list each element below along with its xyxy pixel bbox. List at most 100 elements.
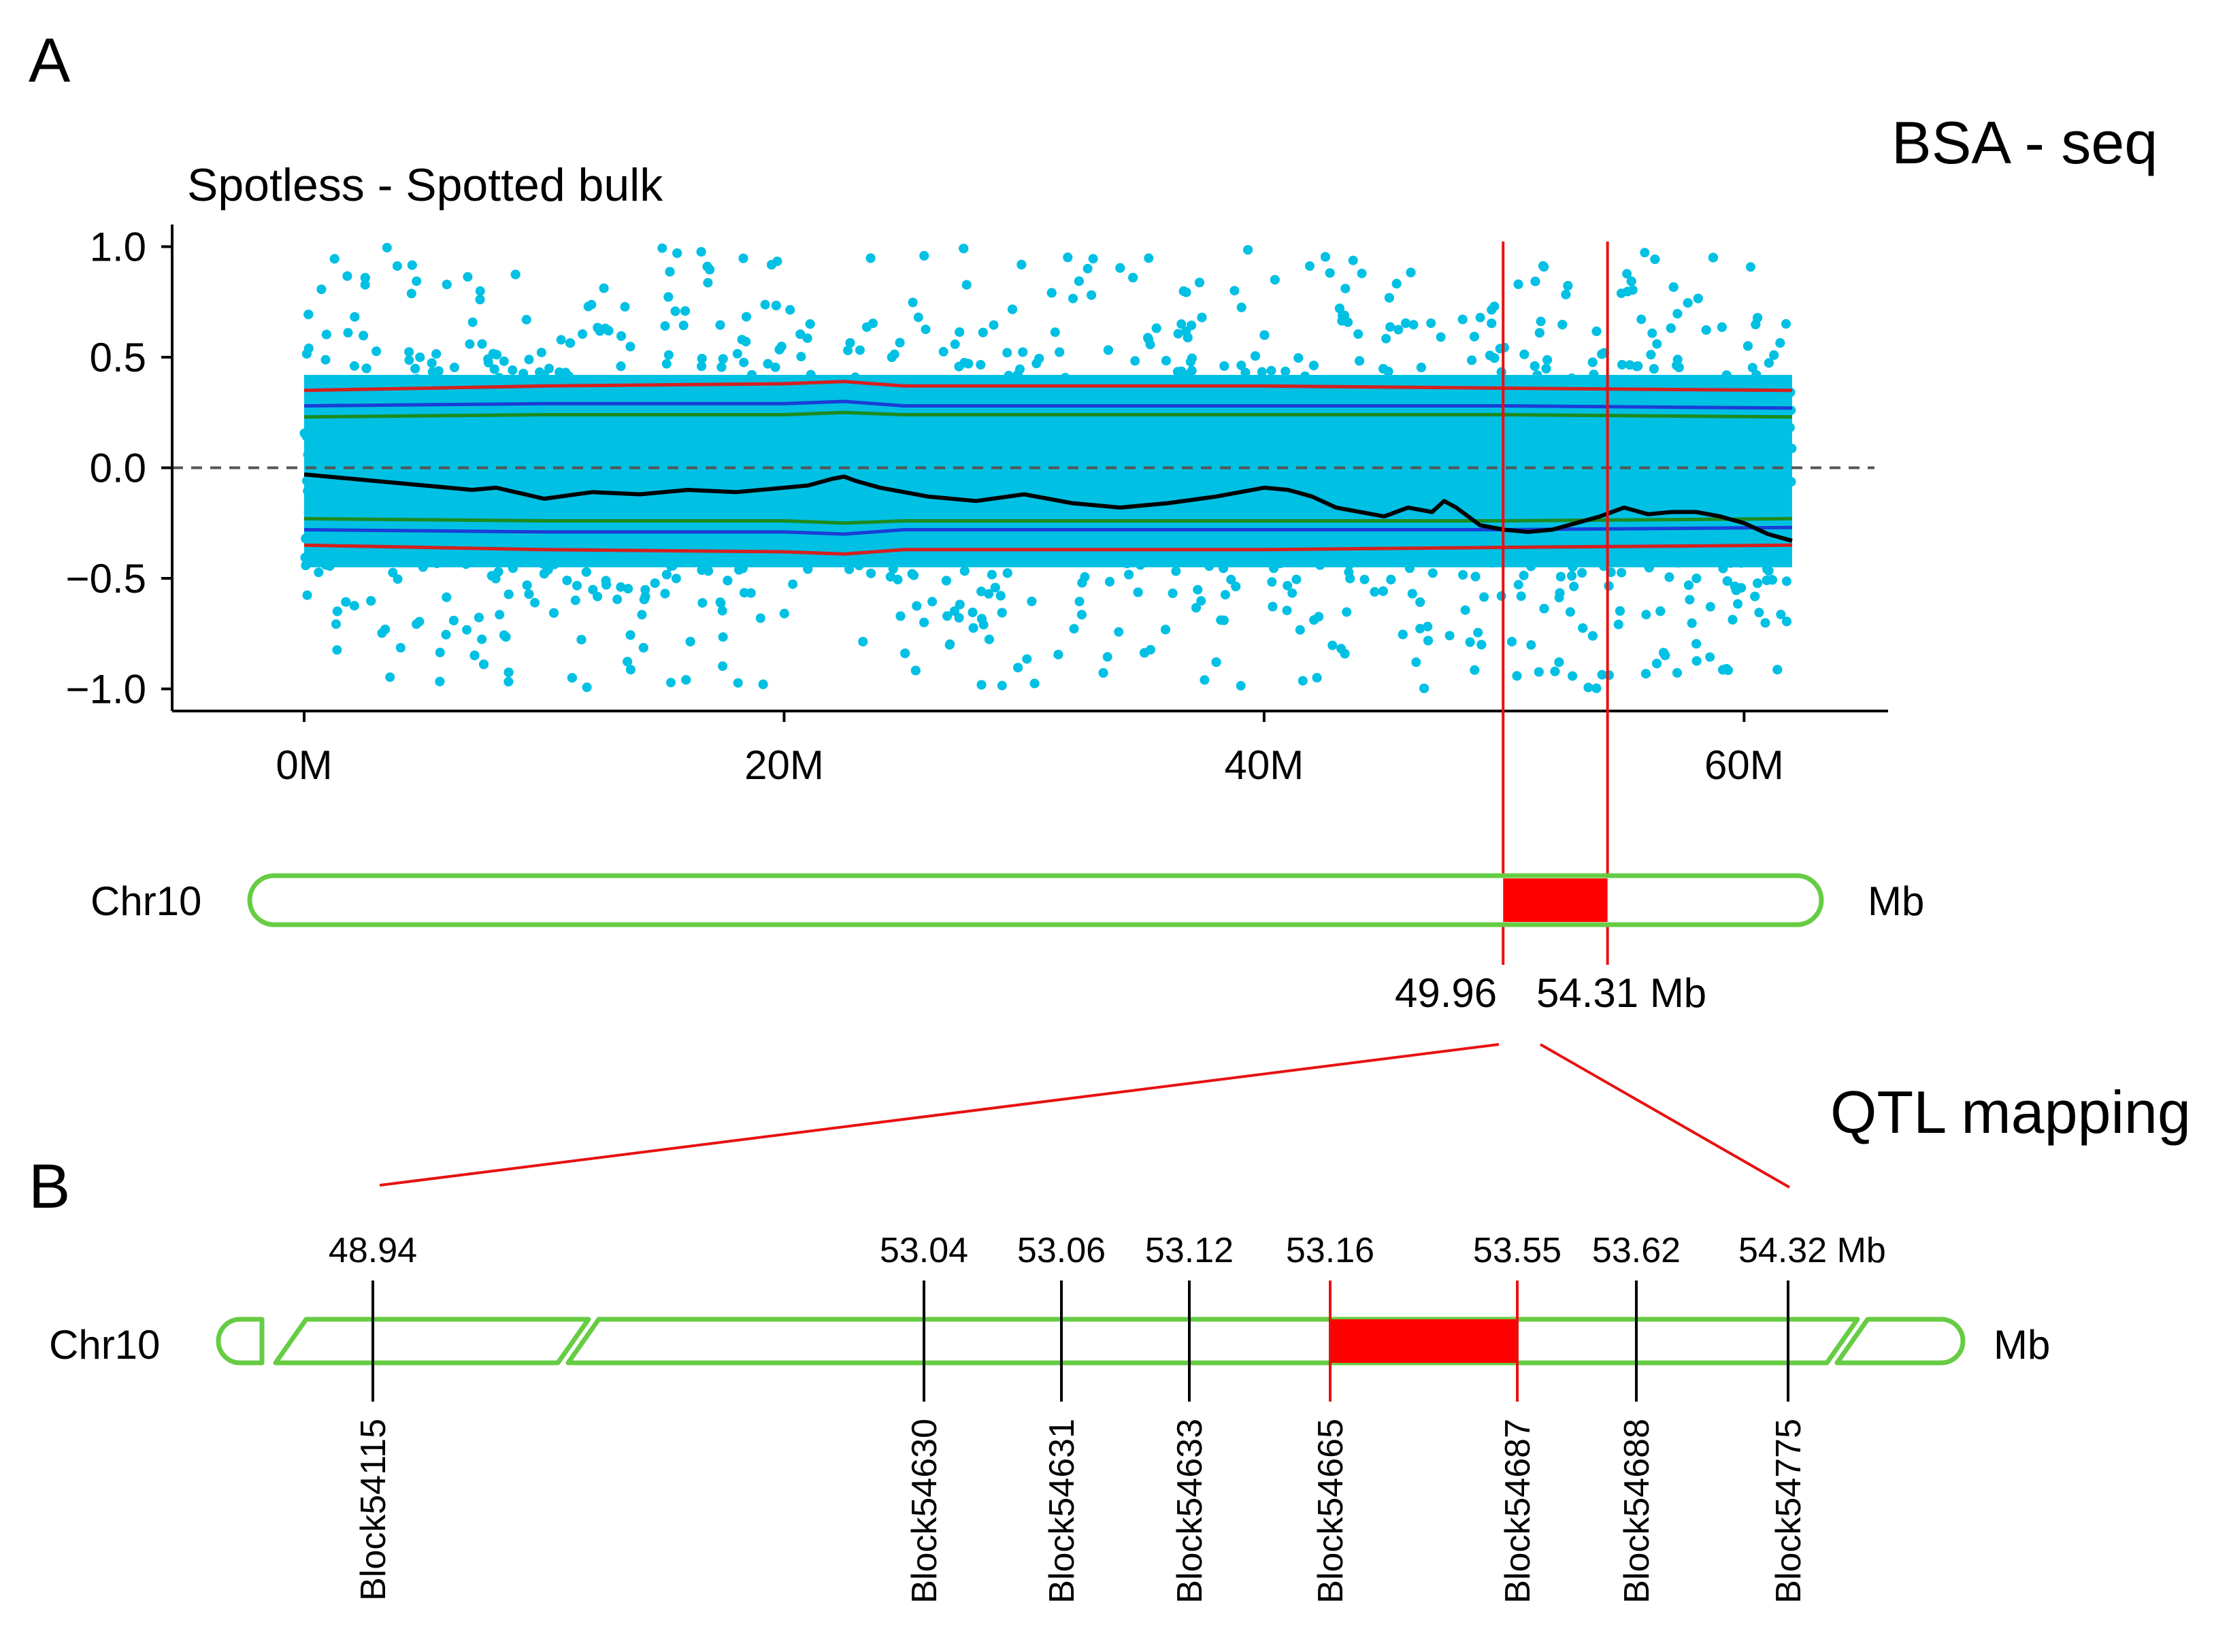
scatter-point	[900, 648, 910, 659]
scatter-point	[1193, 584, 1203, 595]
scatter-point	[1583, 682, 1593, 693]
scatter-point	[1632, 361, 1642, 371]
scatter-point	[1775, 338, 1785, 348]
scatter-point	[301, 349, 312, 359]
scatter-point	[1415, 597, 1425, 607]
scatter-point	[1197, 312, 1207, 323]
scatter-point	[661, 569, 672, 580]
scatter-point	[1053, 650, 1063, 660]
scatter-point	[1077, 578, 1087, 588]
scatter-point	[1705, 652, 1715, 662]
panel-a-label: A	[29, 26, 71, 95]
scatter-point	[1345, 574, 1355, 584]
scatter-point	[908, 297, 918, 308]
scatter-point	[448, 616, 459, 625]
scatter-point	[1124, 569, 1134, 580]
scatter-point	[544, 363, 554, 374]
scatter-point	[941, 576, 951, 586]
scatter-point	[1426, 318, 1436, 328]
scatter-point	[1555, 588, 1565, 598]
scatter-point	[1476, 640, 1487, 650]
scatter-point	[637, 610, 647, 620]
scatter-point	[1470, 572, 1481, 582]
scatter-point	[855, 345, 865, 355]
scatter-point	[503, 676, 514, 687]
scatter-point	[703, 278, 713, 288]
scatter-point	[1534, 328, 1544, 338]
scatter-point	[697, 354, 707, 363]
scatter-point	[1280, 366, 1291, 376]
scatter-point	[1487, 318, 1497, 329]
scatter-point	[331, 619, 341, 629]
scatter-point	[1563, 281, 1573, 291]
scatter-point	[1103, 345, 1113, 355]
scatter-point	[588, 584, 598, 595]
scatter-point	[1762, 575, 1772, 585]
scatter-point	[1641, 669, 1651, 679]
scatter-point	[412, 276, 422, 286]
scatter-point	[1423, 621, 1433, 631]
scatter-point	[1652, 339, 1662, 349]
scatter-point	[360, 273, 370, 283]
scatter-point	[1259, 330, 1270, 340]
scatter-point	[316, 284, 327, 295]
scatter-point	[1355, 356, 1365, 366]
scatter-point	[1513, 279, 1523, 289]
scatter-point	[1295, 625, 1305, 635]
scatter-point	[1068, 293, 1078, 303]
scatter-point	[961, 280, 972, 290]
scatter-point	[680, 306, 690, 316]
scatter-point	[737, 335, 747, 345]
scatter-point	[1325, 268, 1335, 278]
scatter-point	[670, 306, 680, 316]
scatter-point	[945, 639, 955, 649]
scatter-point	[912, 601, 922, 611]
scatter-point	[1411, 657, 1421, 667]
scatter-point	[475, 286, 485, 296]
scatter-point	[1647, 328, 1657, 338]
scatter-point	[1308, 361, 1319, 371]
scatter-point	[938, 346, 948, 357]
scatter-point	[1083, 263, 1093, 274]
scatter-point	[681, 675, 691, 685]
scatter-point	[1415, 623, 1425, 633]
scatter-point	[1321, 252, 1330, 262]
scatter-point	[718, 661, 728, 671]
scatter-point	[1140, 648, 1149, 658]
scatter-point	[1419, 683, 1430, 693]
scatter-point	[361, 363, 371, 374]
scatter-point	[489, 364, 499, 374]
scatter-point	[1457, 314, 1468, 325]
scatter-point	[616, 582, 626, 592]
scatter-point	[565, 338, 576, 348]
scatter-point	[1102, 652, 1112, 662]
scatter-point	[1200, 675, 1210, 685]
scatter-point	[666, 678, 676, 688]
scatter-point	[1530, 276, 1540, 286]
scatter-point	[1587, 357, 1598, 367]
scatter-point	[442, 280, 452, 290]
scatter-point	[984, 634, 994, 644]
scatter-point	[1465, 637, 1475, 647]
scatter-point	[1722, 576, 1732, 586]
scatter-point	[1672, 667, 1682, 678]
scatter-point	[395, 643, 406, 652]
scatter-point	[661, 359, 672, 369]
scatter-point	[866, 568, 876, 578]
scatter-point	[1717, 322, 1727, 332]
scatter-point	[1128, 273, 1138, 282]
scatter-point	[1742, 341, 1753, 351]
scatter-point	[865, 253, 876, 263]
scatter-point	[1627, 285, 1638, 295]
scatter-point	[475, 295, 485, 305]
scatter-point	[1587, 631, 1598, 641]
scatter-point	[385, 672, 395, 682]
scatter-point	[1334, 303, 1344, 314]
scatter-point	[1782, 616, 1791, 627]
scatter-point	[1691, 656, 1702, 666]
scatter-point	[1444, 631, 1455, 641]
scatter-point	[746, 588, 756, 598]
scatter-point	[1018, 347, 1028, 357]
scatter-point	[366, 596, 376, 606]
scatter-point	[1305, 261, 1315, 271]
